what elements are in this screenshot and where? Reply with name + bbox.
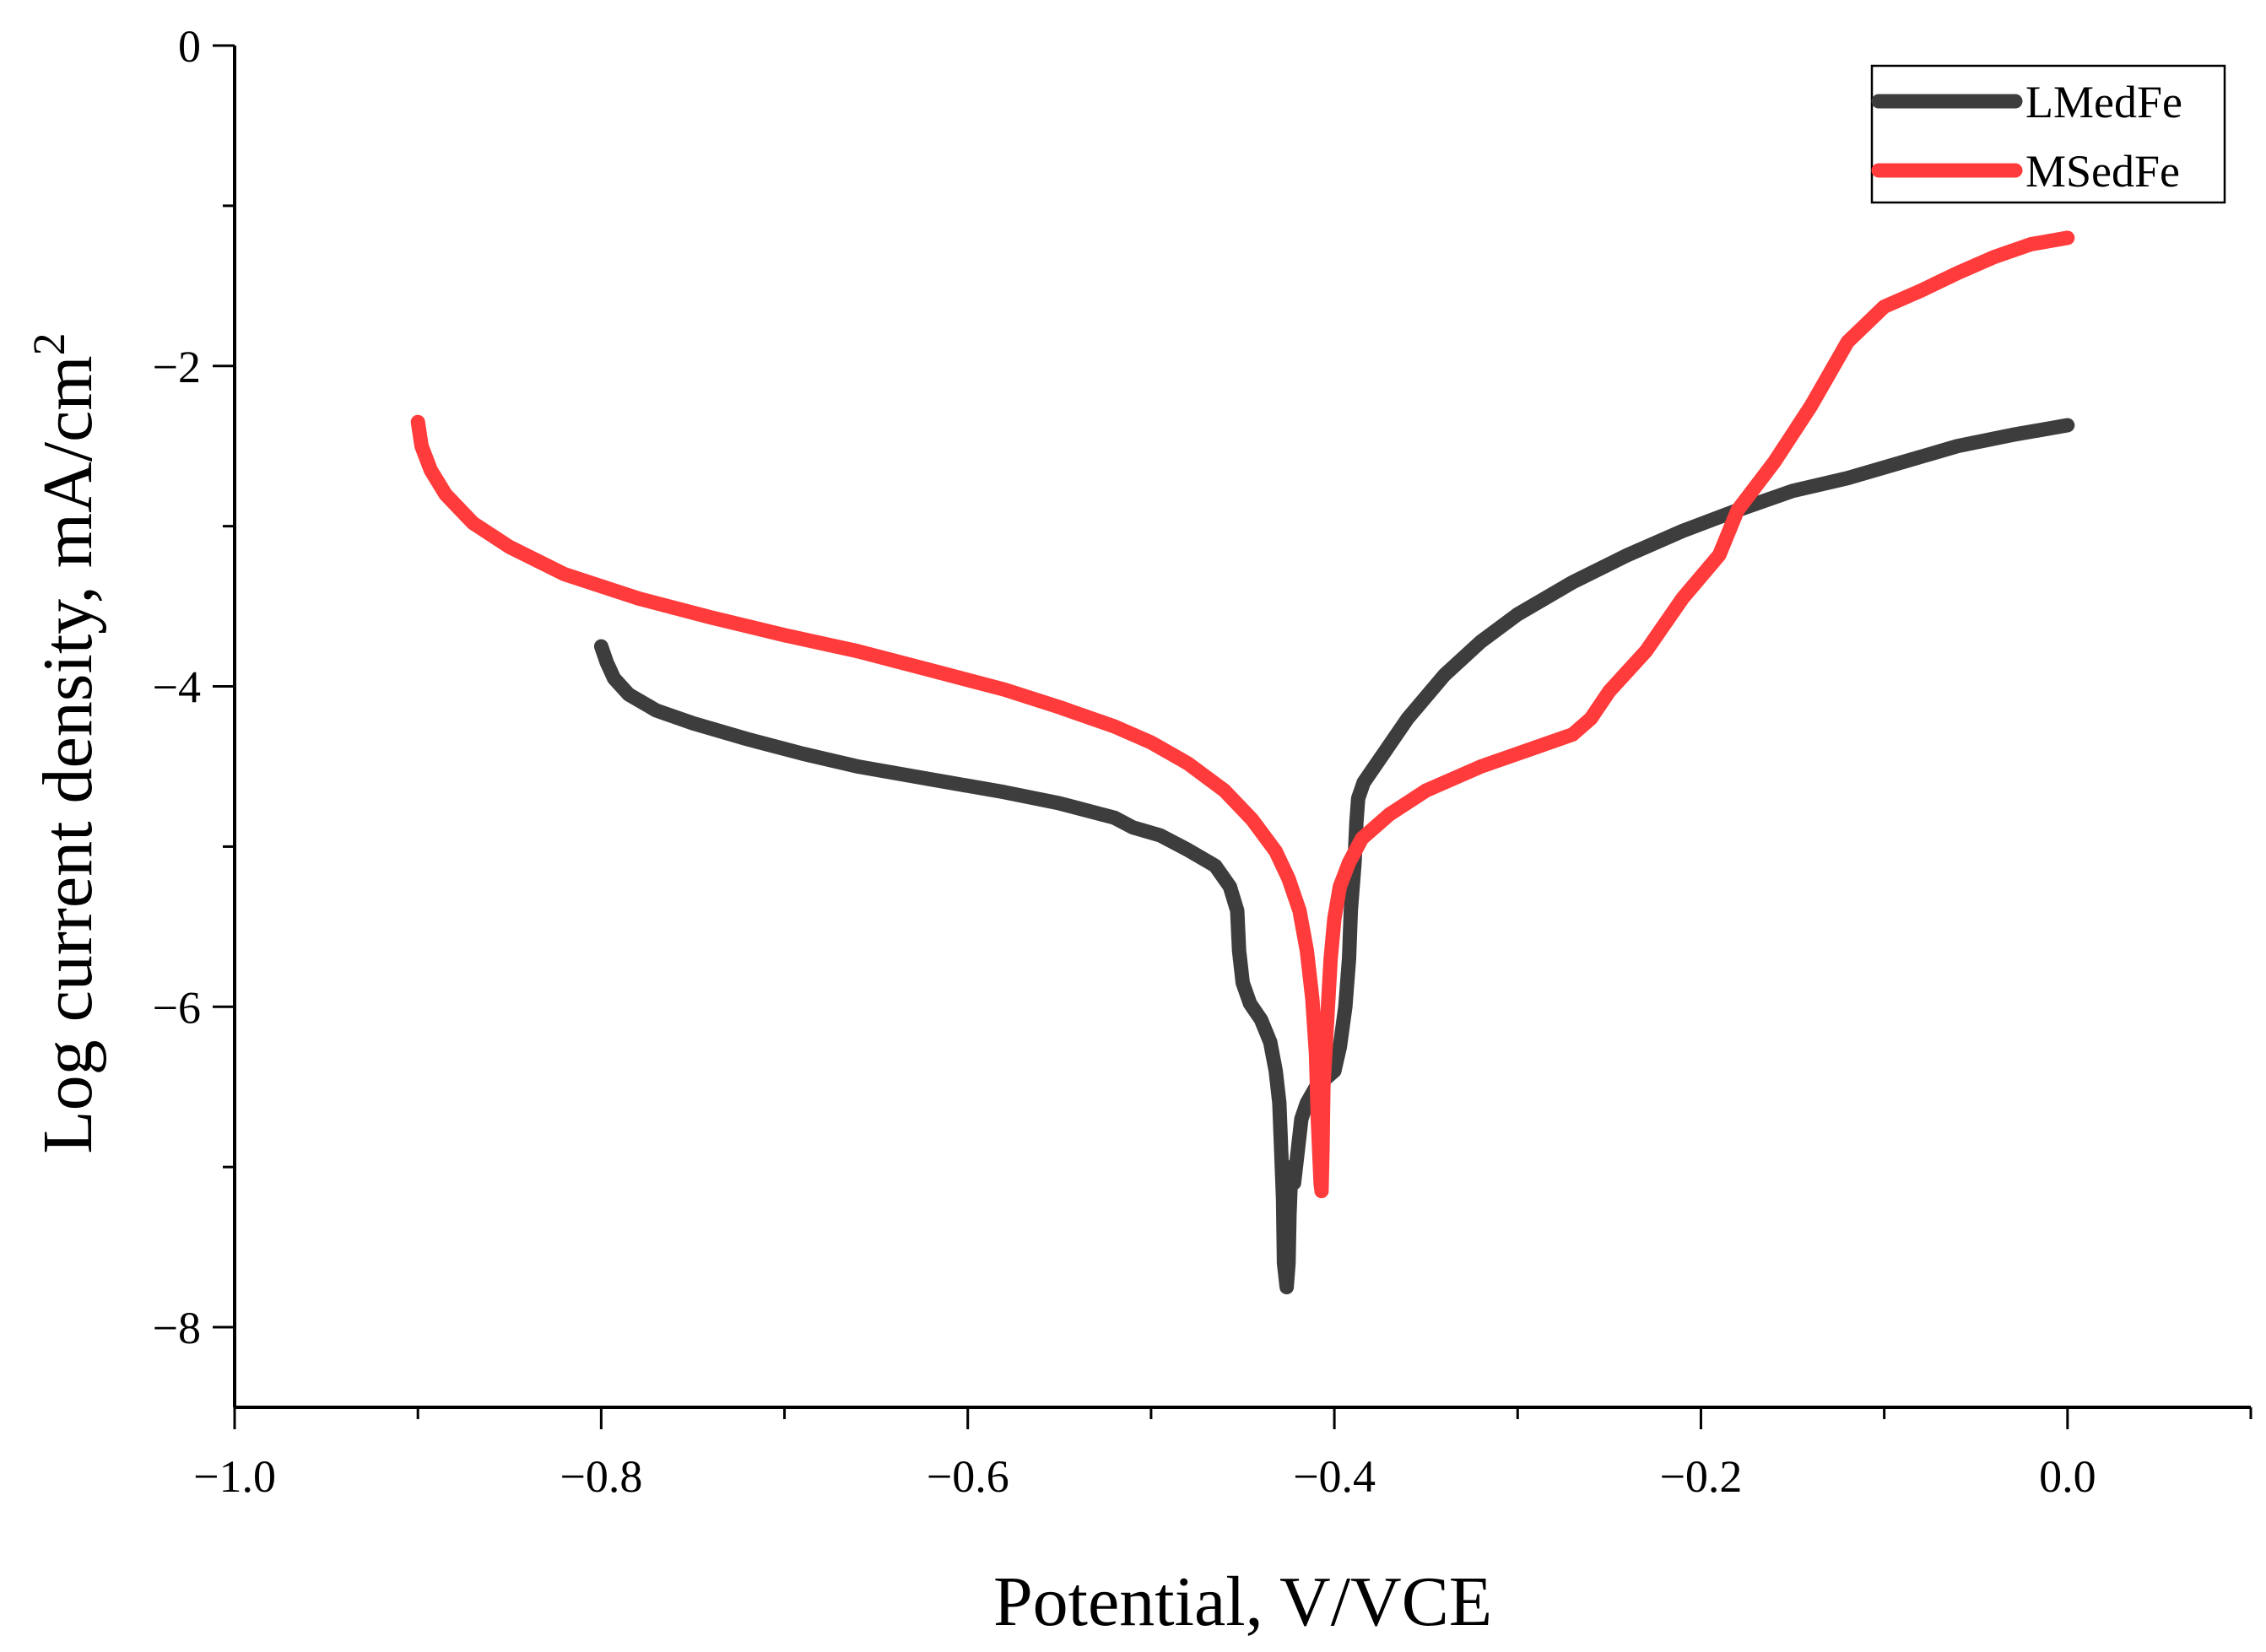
legend-box <box>1870 64 2226 204</box>
legend-label-LMedFe: LMedFe <box>2025 77 2182 127</box>
x-tick-label: −0.4 <box>1293 1451 1376 1502</box>
series-line-MSedFe <box>410 230 2075 1199</box>
y-axis-title-main: Log current density, mA/cm <box>29 355 107 1153</box>
x-tick-label: −0.2 <box>1659 1451 1742 1502</box>
x-tick-label: −0.8 <box>560 1451 642 1502</box>
legend-label-MSedFe: MSedFe <box>2025 146 2180 197</box>
x-tick-label: −0.6 <box>927 1451 1009 1502</box>
series-line-LMedFe <box>593 418 2075 1295</box>
y-axis-title: Log current density, mA/cm2 <box>24 332 107 1153</box>
y-tick-label: 0 <box>178 21 201 72</box>
legend: LMedFe MSedFe <box>1870 64 2226 204</box>
y-tick-label: −6 <box>153 982 201 1033</box>
x-tick-label: 0.0 <box>2039 1451 2096 1502</box>
axes <box>233 46 2251 1409</box>
y-tick-label: −2 <box>153 342 201 392</box>
y-axis-title-superscript: 2 <box>24 332 74 355</box>
y-tick-label: −8 <box>153 1303 201 1353</box>
series-layer <box>410 230 2075 1295</box>
y-ticks: 0 −2 −4 −6 −8 <box>153 21 235 1353</box>
x-axis-title: Potential, V/VCE <box>993 1563 1492 1641</box>
y-tick-label: −4 <box>153 662 201 713</box>
x-ticks: −1.0 −0.8 −0.6 −0.4 −0.2 0.0 <box>193 1407 2252 1502</box>
x-tick-label: −1.0 <box>193 1451 276 1502</box>
